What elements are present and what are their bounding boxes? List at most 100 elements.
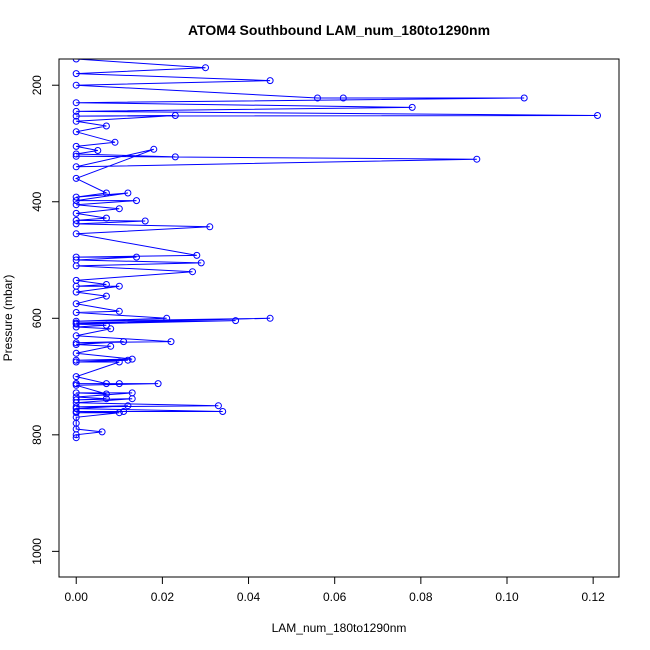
data-point	[120, 338, 128, 346]
data-point	[72, 323, 80, 331]
data-point	[232, 317, 240, 325]
data-point	[72, 107, 80, 115]
y-tick-label: 400	[30, 191, 44, 211]
data-point	[72, 216, 80, 224]
data-point	[115, 205, 123, 213]
data-point	[124, 189, 132, 197]
data-point	[72, 341, 80, 348]
data-point	[72, 81, 80, 89]
y-tick-label: 200	[30, 75, 44, 95]
data-point	[102, 214, 110, 222]
data-point	[115, 380, 123, 388]
data-point	[219, 408, 227, 415]
data-point	[72, 288, 80, 296]
data-point	[72, 409, 80, 417]
data-point	[202, 64, 209, 72]
data-point	[102, 380, 110, 388]
data-point	[72, 253, 80, 261]
data-point	[72, 112, 80, 120]
data-point	[133, 197, 140, 205]
data-point	[72, 230, 80, 238]
data-point	[72, 358, 80, 366]
data-point	[266, 314, 274, 322]
data-point	[72, 59, 80, 63]
series-layer	[72, 59, 601, 442]
data-point	[154, 380, 162, 388]
y-axis-label: Pressure (mbar)	[1, 275, 15, 362]
data-point	[72, 70, 80, 78]
data-point	[72, 117, 80, 125]
data-point	[408, 103, 416, 111]
data-point	[72, 152, 80, 160]
data-point	[72, 373, 80, 381]
data-point	[94, 147, 102, 154]
data-point	[72, 300, 80, 308]
data-point	[107, 325, 115, 333]
data-point	[111, 138, 119, 146]
chart-title: ATOM4 Southbound LAM_num_180to1290nm	[188, 22, 490, 38]
data-point	[197, 259, 205, 267]
x-axis: 0.00 0.02 0.04 0.06 0.08 0.10 0.12	[65, 577, 605, 604]
x-tick-label: 0.12	[581, 590, 605, 604]
data-point	[107, 342, 115, 350]
data-point	[72, 99, 80, 107]
data-point	[171, 153, 179, 161]
data-point	[72, 405, 80, 413]
data-point	[72, 396, 80, 404]
data-point	[102, 321, 110, 329]
x-tick-label: 0.00	[65, 590, 89, 604]
x-tick-label: 0.04	[237, 590, 261, 604]
data-point	[102, 395, 110, 403]
data-point	[520, 94, 528, 102]
data-point	[128, 395, 136, 403]
data-point	[72, 197, 80, 205]
data-point	[72, 262, 80, 270]
y-tick-label: 600	[30, 308, 44, 328]
data-point	[102, 122, 110, 130]
y-tick-label: 1000	[30, 538, 44, 565]
data-point	[167, 338, 175, 346]
data-point	[124, 402, 132, 410]
data-point	[72, 309, 80, 316]
data-point	[72, 150, 80, 158]
data-point	[72, 220, 80, 228]
data-point	[72, 163, 80, 171]
data-point	[115, 409, 123, 417]
data-point	[72, 174, 80, 182]
data-point	[339, 94, 347, 102]
data-point	[141, 217, 149, 225]
data-point	[124, 356, 132, 364]
y-axis: 200 400 600 800 1000	[30, 75, 59, 565]
data-point	[72, 320, 80, 328]
x-tick-label: 0.08	[409, 590, 433, 604]
data-point	[72, 381, 80, 389]
data-point	[266, 77, 274, 85]
data-point	[150, 145, 158, 153]
data-point	[206, 223, 214, 231]
y-tick-label: 800	[30, 424, 44, 444]
series-line	[74, 59, 598, 438]
data-point	[115, 307, 123, 315]
data-point	[594, 112, 601, 119]
data-point	[163, 314, 171, 322]
data-point	[72, 142, 80, 150]
data-point	[214, 402, 222, 410]
data-point	[314, 94, 321, 102]
x-tick-label: 0.10	[495, 590, 519, 604]
data-point	[72, 193, 80, 201]
data-point	[72, 389, 80, 397]
data-point	[102, 292, 110, 300]
data-point	[72, 128, 80, 136]
data-point	[102, 189, 110, 197]
data-point	[115, 282, 123, 290]
data-point	[473, 155, 481, 163]
data-point	[133, 253, 140, 261]
data-point	[102, 281, 110, 288]
x-axis-label: LAM_num_180to1290nm	[272, 621, 407, 635]
data-point	[72, 201, 80, 209]
data-point	[193, 251, 201, 259]
data-point	[128, 355, 136, 363]
data-point	[189, 268, 196, 276]
data-point	[102, 390, 110, 398]
